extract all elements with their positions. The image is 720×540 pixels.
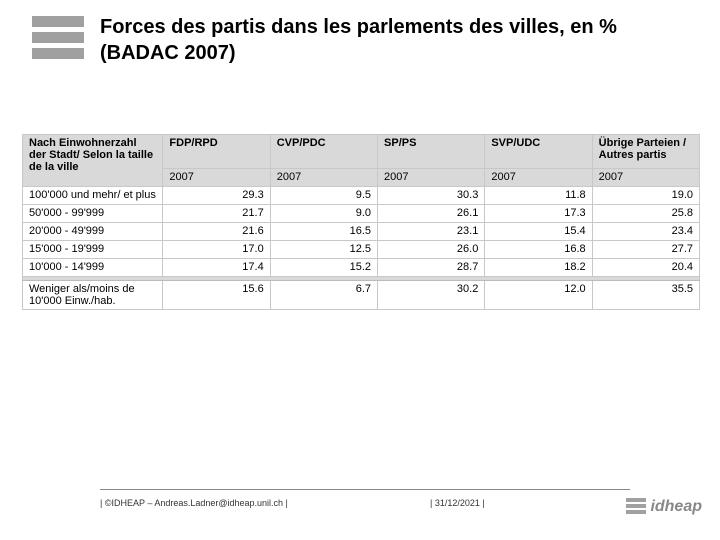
cell: 17.0 <box>163 241 270 259</box>
year-cell: 2007 <box>270 169 377 187</box>
footer-logo: idheap <box>626 498 702 516</box>
cell: 30.3 <box>378 187 485 205</box>
footer-date: | 31/12/2021 | <box>430 498 485 508</box>
cell: 25.8 <box>592 205 699 223</box>
cell: 20.4 <box>592 259 699 277</box>
footer-divider <box>100 489 630 490</box>
footer-logo-text: idheap <box>650 498 702 516</box>
logo-bar <box>32 16 84 27</box>
cell: 30.2 <box>378 281 485 310</box>
cell: 28.7 <box>378 259 485 277</box>
cell: 27.7 <box>592 241 699 259</box>
cell: 26.0 <box>378 241 485 259</box>
cell: 11.8 <box>485 187 592 205</box>
row-label: 10'000 - 14'999 <box>23 259 163 277</box>
cell: 21.6 <box>163 223 270 241</box>
cell: 21.7 <box>163 205 270 223</box>
cell: 35.5 <box>592 281 699 310</box>
cell: 9.5 <box>270 187 377 205</box>
table-row: 20'000 - 49'999 21.6 16.5 23.1 15.4 23.4 <box>23 223 700 241</box>
cell: 17.3 <box>485 205 592 223</box>
logo-bar <box>32 32 84 43</box>
cell: 15.6 <box>163 281 270 310</box>
cell: 16.5 <box>270 223 377 241</box>
cell: 12.5 <box>270 241 377 259</box>
logo-bar <box>32 48 84 59</box>
table-row: Weniger als/moins de 10'000 Einw./hab. 1… <box>23 281 700 310</box>
cell: 18.2 <box>485 259 592 277</box>
table-row: 100'000 und mehr/ et plus 29.3 9.5 30.3 … <box>23 187 700 205</box>
slide-title: Forces des partis dans les parlements de… <box>100 14 660 66</box>
cell: 19.0 <box>592 187 699 205</box>
year-cell: 2007 <box>163 169 270 187</box>
year-cell: 2007 <box>592 169 699 187</box>
cell: 9.0 <box>270 205 377 223</box>
year-cell: 2007 <box>485 169 592 187</box>
cell: 23.1 <box>378 223 485 241</box>
col-header: SP/PS <box>378 135 485 169</box>
col-header: FDP/RPD <box>163 135 270 169</box>
cell: 16.8 <box>485 241 592 259</box>
col-header: Übrige Parteien / Autres partis <box>592 135 699 169</box>
footer-credit: | ©IDHEAP – Andreas.Ladner@idheap.unil.c… <box>100 498 288 508</box>
row-label: 15'000 - 19'999 <box>23 241 163 259</box>
cell: 6.7 <box>270 281 377 310</box>
cell: 17.4 <box>163 259 270 277</box>
table-row: 10'000 - 14'999 17.4 15.2 28.7 18.2 20.4 <box>23 259 700 277</box>
cell: 29.3 <box>163 187 270 205</box>
cell: 15.2 <box>270 259 377 277</box>
col-header: SVP/UDC <box>485 135 592 169</box>
row-label: Weniger als/moins de 10'000 Einw./hab. <box>23 281 163 310</box>
footer-logo-bars-icon <box>626 498 646 516</box>
cell: 26.1 <box>378 205 485 223</box>
cell: 12.0 <box>485 281 592 310</box>
table-row: 15'000 - 19'999 17.0 12.5 26.0 16.8 27.7 <box>23 241 700 259</box>
year-cell: 2007 <box>378 169 485 187</box>
row-label: 50'000 - 99'999 <box>23 205 163 223</box>
row-label: 100'000 und mehr/ et plus <box>23 187 163 205</box>
cell: 15.4 <box>485 223 592 241</box>
table-header-row: Nach Einwohnerzahl der Stadt/ Selon la t… <box>23 135 700 169</box>
slide-logo-bars <box>32 16 84 64</box>
table-row: 50'000 - 99'999 21.7 9.0 26.1 17.3 25.8 <box>23 205 700 223</box>
party-table: Nach Einwohnerzahl der Stadt/ Selon la t… <box>22 134 700 310</box>
cell: 23.4 <box>592 223 699 241</box>
row-header-label: Nach Einwohnerzahl der Stadt/ Selon la t… <box>23 135 163 187</box>
row-label: 20'000 - 49'999 <box>23 223 163 241</box>
col-header: CVP/PDC <box>270 135 377 169</box>
